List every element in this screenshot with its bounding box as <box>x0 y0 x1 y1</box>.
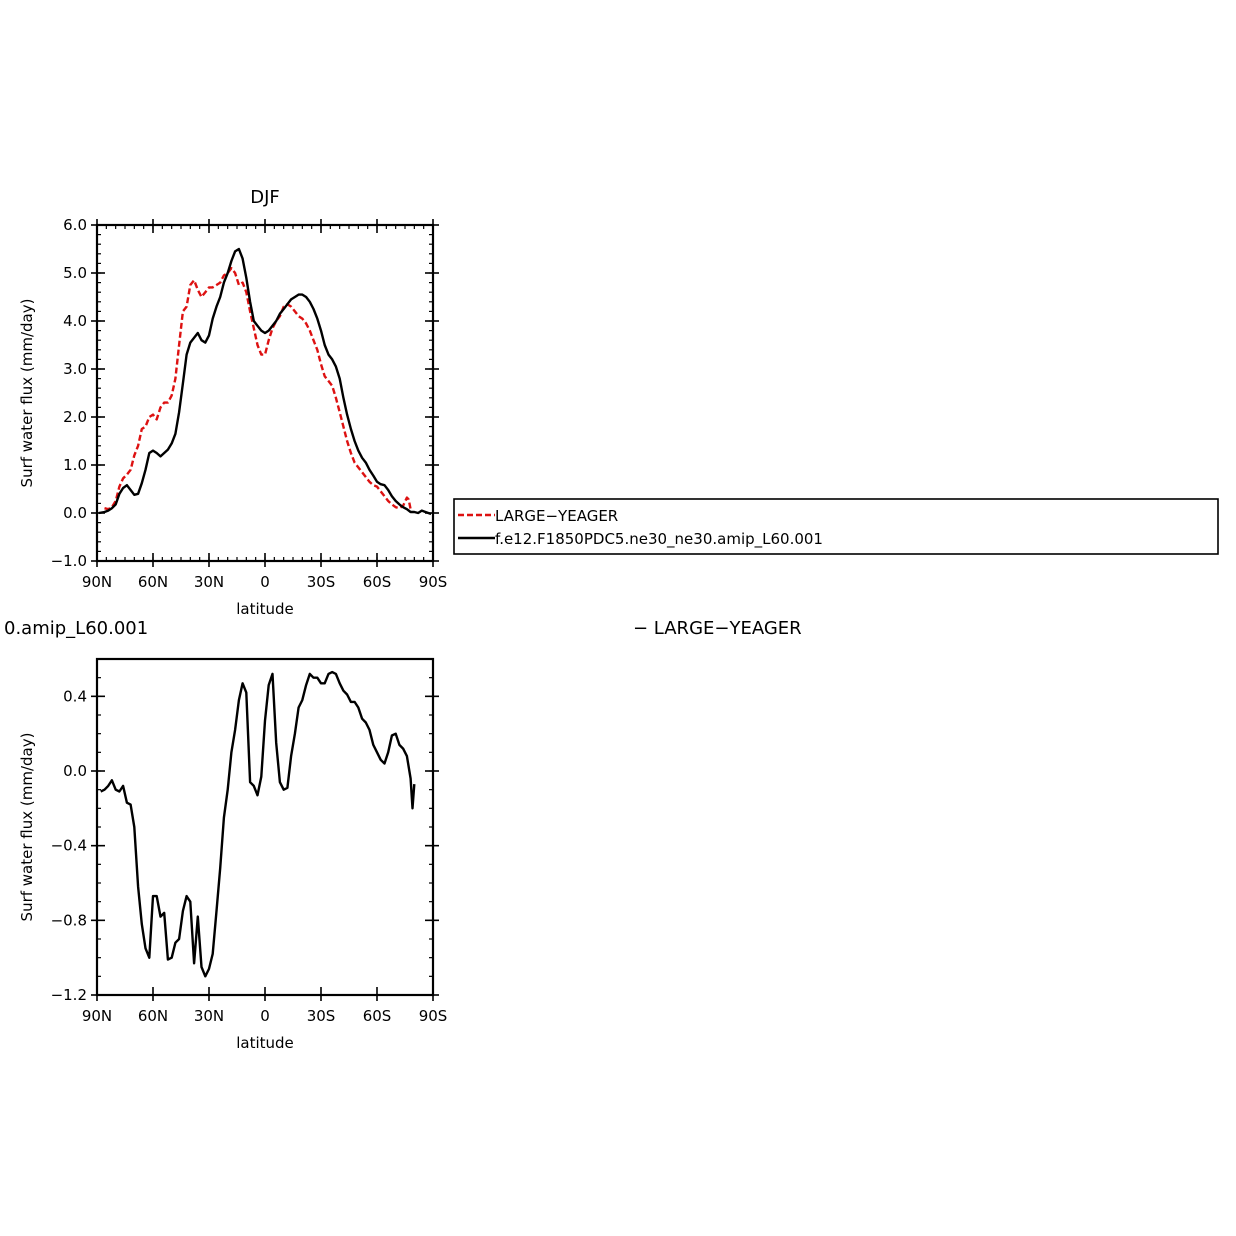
x-tick-label: 90S <box>419 1007 448 1025</box>
x-tick-label: 90N <box>82 573 112 591</box>
x-tick-label: 60S <box>363 1007 392 1025</box>
y-tick-label: −1.0 <box>51 552 87 570</box>
y-tick-label: 5.0 <box>63 264 87 282</box>
panel-top-x-axis-label: latitude <box>236 600 294 618</box>
y-tick-label: −1.2 <box>51 986 87 1004</box>
panel-bottom-series <box>100 670 416 978</box>
panel-bottom-frame <box>95 657 435 997</box>
y-tick-label: 2.0 <box>63 408 87 426</box>
y-tick-label: 1.0 <box>63 456 87 474</box>
panel-top-title: DJF <box>250 187 280 208</box>
x-tick-label: 60N <box>138 1007 168 1025</box>
x-tick-label: 90S <box>419 573 448 591</box>
x-tick-label: 30S <box>307 1007 336 1025</box>
x-tick-label: 30N <box>194 1007 224 1025</box>
series-line-top-1 <box>98 247 432 516</box>
x-tick-label: 0 <box>260 573 270 591</box>
x-tick-label: 90N <box>82 1007 112 1025</box>
legend: LARGE−YEAGER f.e12.F1850PDC5.ne30_ne30.a… <box>453 498 1219 555</box>
panel-bottom: 0.amip_L60.001 − LARGE−YEAGER Surf water… <box>4 618 802 1052</box>
y-tick-label: 3.0 <box>63 360 87 378</box>
legend-label-model: f.e12.F1850PDC5.ne30_ne30.amip_L60.001 <box>495 530 823 549</box>
x-tick-label: 30N <box>194 573 224 591</box>
series-line-bottom-0 <box>100 670 416 978</box>
legend-label-obs: LARGE−YEAGER <box>495 507 618 525</box>
x-tick-label: 60S <box>363 573 392 591</box>
y-tick-label: 6.0 <box>63 216 87 234</box>
y-tick-label: 0.0 <box>63 504 87 522</box>
series-line-top-0 <box>104 267 412 511</box>
panel-bottom-title-right: − LARGE−YEAGER <box>633 618 802 639</box>
panel-bottom-y-axis-label: Surf water flux (mm/day) <box>18 733 36 922</box>
panel-bottom-ticks: 0.4 0.0 −0.4 −0.8 −1.2 90N 60N 30N 0 30S 60S 90S <box>51 658 448 1025</box>
y-tick-label: −0.4 <box>51 837 87 855</box>
x-tick-label: 0 <box>260 1007 270 1025</box>
panel-bottom-title: 0.amip_L60.001 <box>4 618 148 639</box>
y-tick-label: 4.0 <box>63 312 87 330</box>
x-tick-label: 60N <box>138 573 168 591</box>
panel-bottom-x-axis-label: latitude <box>236 1034 294 1052</box>
panel-top-y-axis-label: Surf water flux (mm/day) <box>18 299 36 488</box>
y-tick-label: 0.4 <box>63 687 87 705</box>
x-tick-label: 30S <box>307 573 336 591</box>
y-tick-label: 0.0 <box>63 762 87 780</box>
panel-top-frame <box>95 223 435 563</box>
panel-top-ticks: 6.0 5.0 4.0 3.0 2.0 1.0 0.0 −1.0 90N 60N 30N 0 30S 60… <box>51 216 448 591</box>
y-tick-label: −0.8 <box>51 911 87 929</box>
panel-top: DJF Surf water flux (mm/day) latitude 6.… <box>18 187 447 618</box>
legend-box <box>453 498 1219 555</box>
panel-top-series <box>98 247 432 516</box>
